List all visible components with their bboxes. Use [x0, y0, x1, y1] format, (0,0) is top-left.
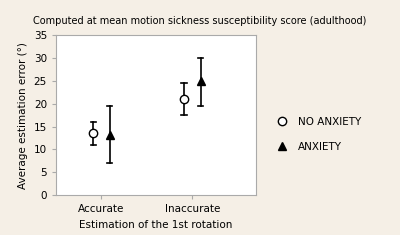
Text: Computed at mean motion sickness susceptibility score (adulthood): Computed at mean motion sickness suscept…: [33, 16, 367, 27]
X-axis label: Estimation of the 1st rotation: Estimation of the 1st rotation: [79, 220, 233, 230]
Legend: NO ANXIETY, ANXIETY: NO ANXIETY, ANXIETY: [271, 117, 362, 152]
Y-axis label: Average estimation error (°): Average estimation error (°): [18, 42, 28, 188]
